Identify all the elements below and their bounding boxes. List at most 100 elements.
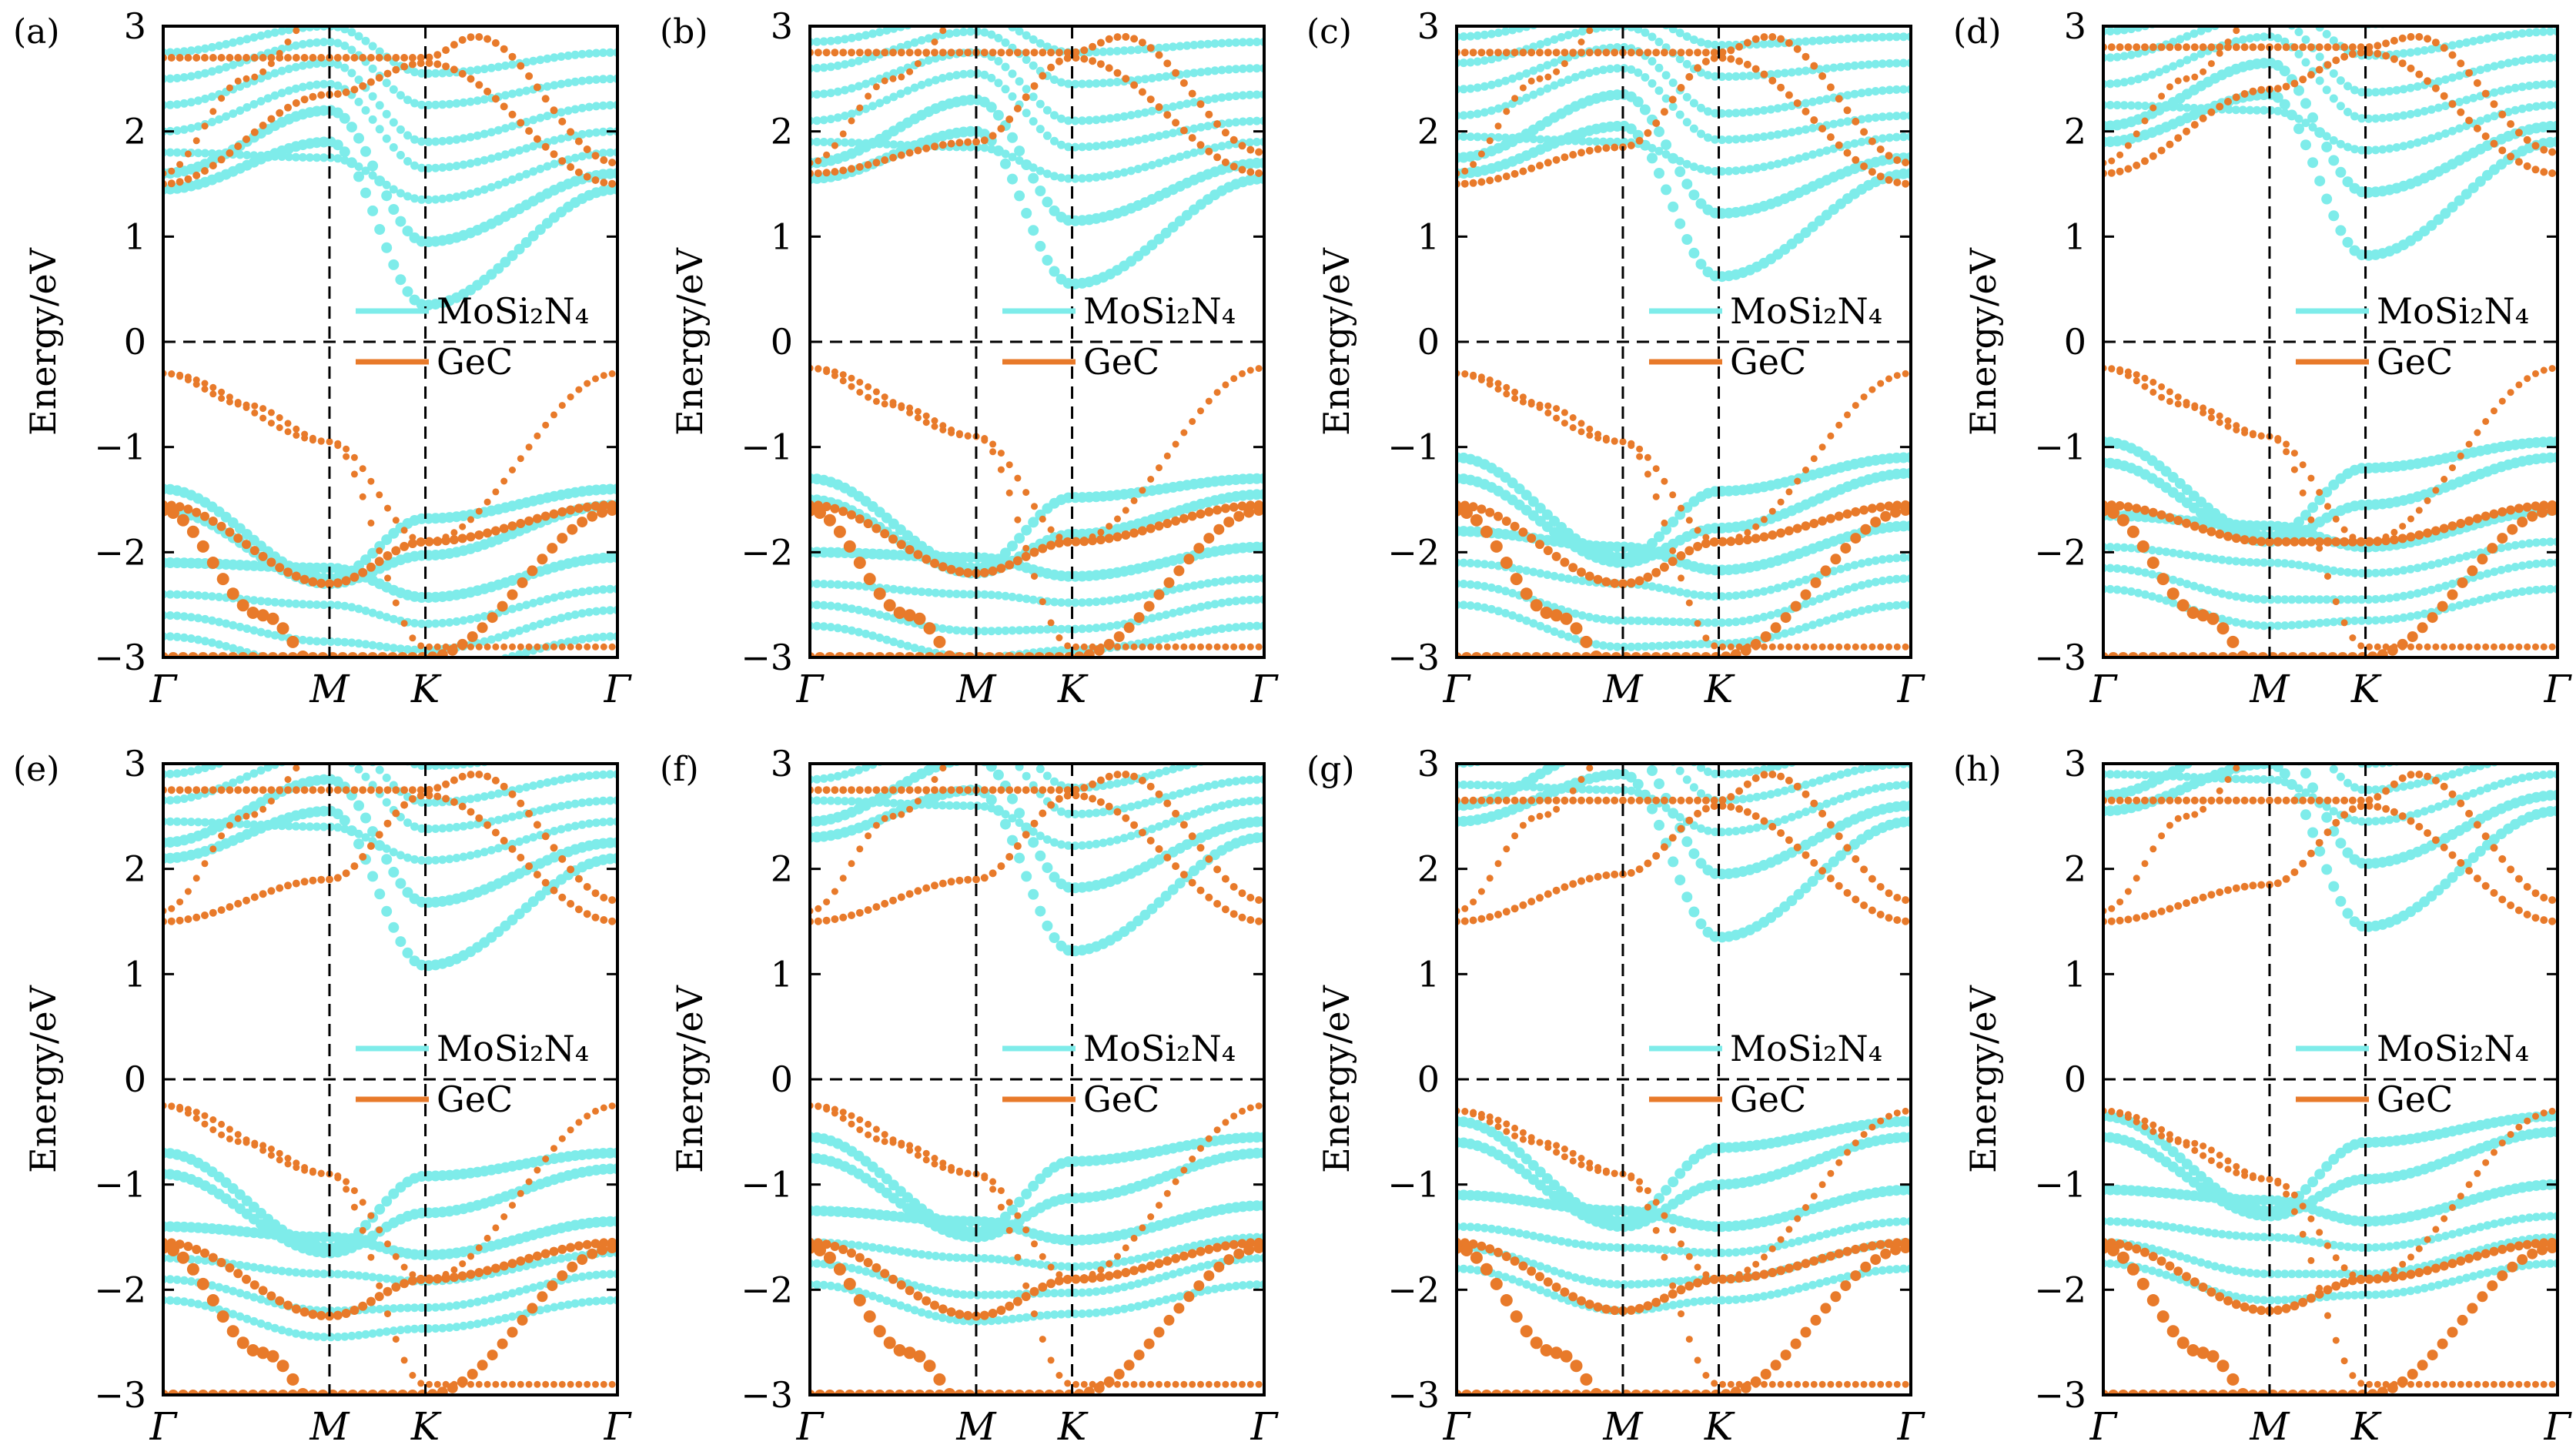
band-point	[1678, 574, 1684, 582]
band-point	[2315, 127, 2324, 136]
band-point	[215, 42, 224, 50]
band-point	[2126, 544, 2136, 553]
band-point	[1697, 164, 1705, 173]
band-point	[598, 606, 607, 615]
band-point	[2371, 568, 2380, 577]
band-point	[1183, 630, 1192, 639]
band-point	[1473, 31, 1482, 40]
band-point	[424, 137, 433, 146]
band-point	[2342, 236, 2354, 248]
band-point	[172, 590, 182, 599]
band-point	[1510, 521, 1520, 531]
band-point	[1818, 516, 1828, 526]
band-point	[606, 148, 614, 157]
band-point	[1162, 43, 1171, 52]
band-point	[592, 643, 599, 651]
band-point	[1508, 74, 1517, 83]
band-point	[1773, 584, 1782, 593]
band-point	[985, 102, 997, 113]
band-point	[2108, 365, 2116, 373]
band-point	[1245, 117, 1254, 125]
band-point	[1510, 573, 1523, 586]
band-point	[992, 109, 1004, 121]
band-point	[923, 622, 936, 635]
band-point	[309, 92, 317, 101]
band-point	[2447, 589, 2458, 600]
band-point	[2538, 80, 2548, 89]
band-point	[1710, 54, 1718, 62]
band-point	[2282, 82, 2290, 91]
band-point	[259, 405, 267, 413]
band-point	[830, 503, 840, 513]
legend-label: GeC	[437, 341, 513, 383]
band-point	[1759, 132, 1768, 141]
band-point	[2126, 26, 2136, 34]
band-point	[1057, 78, 1066, 87]
band-point	[2165, 513, 2175, 523]
band-point	[410, 135, 419, 144]
mosi2n4-conduction-band	[163, 38, 617, 109]
band-point	[1035, 240, 1046, 252]
band-point	[1460, 48, 1469, 57]
band-point	[493, 633, 503, 642]
band-point	[2316, 544, 2323, 552]
band-point	[1701, 58, 1710, 65]
band-point	[855, 514, 865, 524]
band-point	[1871, 604, 1880, 613]
band-point	[1113, 631, 1125, 642]
band-point	[1689, 35, 1698, 45]
band-point	[839, 166, 848, 175]
band-point	[1001, 149, 1010, 159]
band-point	[2216, 102, 2224, 111]
band-point	[1697, 129, 1705, 139]
band-point	[2290, 537, 2300, 547]
band-point	[903, 86, 912, 95]
band-point	[2538, 101, 2548, 110]
band-point	[889, 153, 897, 162]
band-point	[1768, 33, 1777, 41]
band-point	[1238, 91, 1247, 100]
band-point	[382, 109, 391, 119]
band-point	[1022, 489, 1030, 497]
band-point	[566, 505, 576, 515]
band-point	[1553, 405, 1561, 413]
band-point	[863, 573, 876, 586]
band-point	[1039, 515, 1046, 523]
band-point	[1731, 617, 1741, 627]
band-point	[1850, 583, 1859, 592]
band-point	[1577, 136, 1587, 146]
band-point	[167, 507, 179, 519]
band-point	[1511, 388, 1519, 396]
band-point	[1835, 643, 1843, 651]
band-point	[291, 599, 300, 608]
band-point	[1675, 110, 1684, 119]
band-point	[242, 540, 251, 550]
band-point	[570, 77, 580, 86]
band-point	[354, 604, 363, 614]
band-point	[2399, 523, 2407, 530]
band-point	[1594, 145, 1602, 153]
band-point	[1126, 111, 1136, 120]
band-point	[1050, 111, 1059, 120]
band-point	[2434, 132, 2443, 141]
band-point	[1634, 616, 1643, 625]
gec-conduction-band	[810, 32, 1263, 156]
band-point	[1466, 559, 1475, 567]
band-point	[483, 87, 492, 95]
band-point	[1695, 259, 1707, 270]
band-point	[2406, 612, 2415, 621]
band-point	[2246, 13, 2254, 22]
band-point	[216, 573, 229, 586]
band-point	[1738, 72, 1748, 81]
band-point	[550, 593, 559, 602]
band-point	[2524, 539, 2534, 548]
band-point	[424, 537, 434, 547]
band-point	[1487, 80, 1496, 89]
band-point	[490, 526, 500, 536]
band-point	[1766, 161, 1775, 170]
band-point	[2378, 87, 2387, 96]
band-point	[1885, 112, 1894, 121]
band-point	[396, 189, 405, 198]
band-point	[2356, 537, 2366, 547]
